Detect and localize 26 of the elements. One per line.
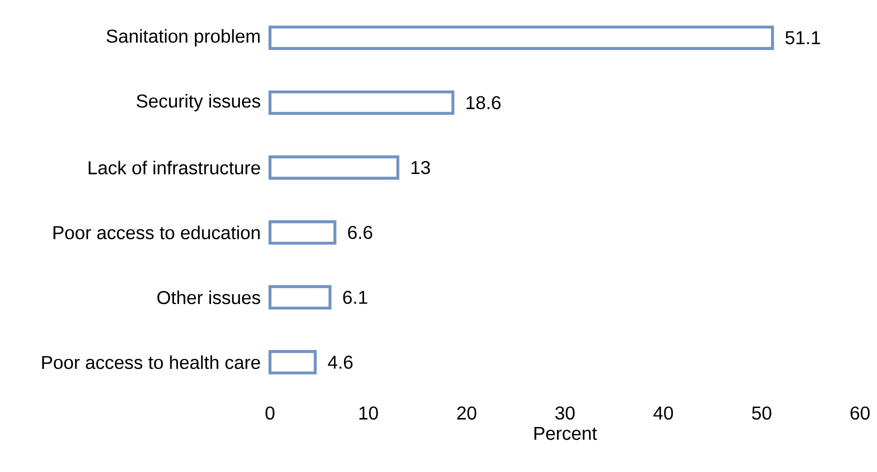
y-tick-label: Poor access to education: [54, 226, 260, 240]
bar: [268, 155, 400, 180]
x-tick-label: 30: [555, 406, 575, 420]
bar: [268, 26, 774, 50]
bar: [268, 90, 454, 115]
y-tick-label: Security issues: [136, 94, 260, 112]
x-axis-title: Percent: [534, 426, 597, 440]
bar: [268, 350, 317, 374]
data-label: 6.1: [343, 290, 368, 304]
x-tick-label: 40: [653, 406, 673, 420]
x-tick-label: 60: [850, 406, 870, 420]
y-tick-label: Lack of infrastructure: [88, 160, 260, 174]
bar: [268, 285, 332, 310]
y-tick-label: Sanitation problem: [106, 29, 260, 46]
data-label: 13: [412, 160, 430, 174]
data-label: 4.6: [328, 356, 353, 369]
x-tick-label: 10: [359, 406, 378, 420]
x-tick-label: 20: [457, 406, 476, 420]
data-label: 51.1: [786, 31, 820, 44]
y-tick-label: Poor access to health care: [42, 355, 260, 370]
data-label: 18.6: [466, 96, 501, 110]
data-label: 6.6: [348, 226, 372, 240]
x-tick-label: 0: [266, 406, 274, 420]
x-tick-label: 50: [752, 406, 772, 420]
y-tick-label: Other issues: [157, 290, 260, 304]
bar: [268, 220, 336, 245]
